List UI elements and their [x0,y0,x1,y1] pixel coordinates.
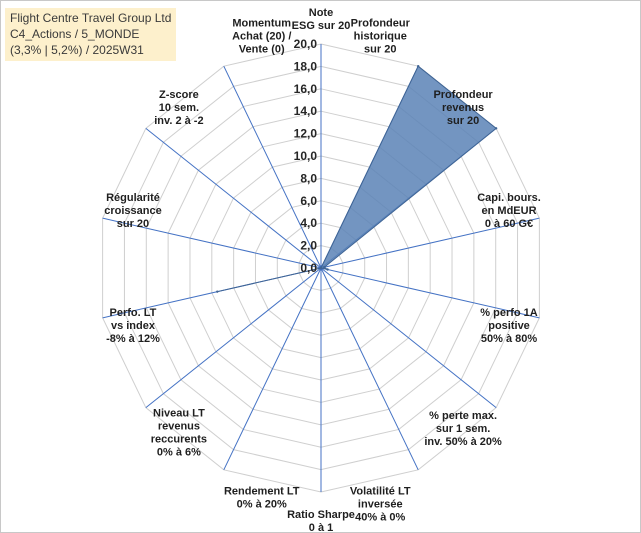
tick-label: 4,0 [300,216,317,230]
axis-label-7: Ratio Sharpe 0 à 1 [287,509,355,532]
axis-label-4: % perfo 1A positive 50% à 80% [480,307,538,345]
data-point-2 [494,127,498,130]
tick-label: 10,0 [294,149,318,163]
axis-label-13: Momentum Achat (20) / Vente (0) [232,18,291,56]
axis-label-5: % perte max. sur 1 sem. inv. 50% à 20% [424,410,502,448]
spoke-5 [320,267,497,409]
spoke-6 [320,267,419,471]
spoke-11 [102,217,322,269]
title-line-company: Flight Centre Travel Group Ltd [10,11,172,25]
tick-label: 8,0 [300,171,317,185]
axis-label-11: Régularité croissance sur 20 [104,192,161,230]
spoke-8 [223,267,322,471]
axis-label-1: Profondeur historique sur 20 [351,18,411,56]
data-point-4 [326,268,329,271]
axis-label-10: Perfo. LT vs index -8% à 12% [106,307,160,345]
tick-label: 2,0 [300,239,317,253]
axis-label-6: Volatilité LT inversée 40% à 0% [350,485,411,523]
axis-label-2: Profondeur revenus sur 20 [433,89,493,127]
data-point-1 [416,64,420,68]
tick-label: 18,0 [294,59,318,73]
spoke-9 [145,267,322,409]
title-line-category: C4_Actions / 5_MONDE [10,27,140,41]
spoke-12 [145,127,322,269]
axis-label-0: Note ESG sur 20 [292,7,351,32]
data-point-10 [216,290,219,293]
tick-label: 20,0 [294,37,318,51]
chart-title: Flight Centre Travel Group Ltd C4_Action… [5,8,177,61]
data-point-13 [319,266,323,270]
spoke-4 [320,267,540,319]
series-area [217,65,497,293]
axis-label-3: Capi. bours. en MdEUR 0 à 60 G€ [477,192,541,230]
spoke-13 [223,65,322,269]
tick-label: 12,0 [294,127,318,141]
tick-label: 16,0 [294,82,318,96]
title-line-period: (3,3% | 5,2%) / 2025W31 [10,43,144,57]
axis-label-8: Rendement LT 0% à 20% [224,485,300,510]
data-point-3 [323,266,326,269]
spoke-3 [320,217,540,269]
tick-label: 0,0 [300,261,317,275]
axis-label-12: Z-score 10 sem. inv. 2 à -2 [154,89,203,127]
tick-label: 6,0 [300,194,317,208]
axis-label-9: Niveau LT revenus reccurents 0% à 6% [151,408,207,459]
tick-label: 14,0 [294,104,318,118]
